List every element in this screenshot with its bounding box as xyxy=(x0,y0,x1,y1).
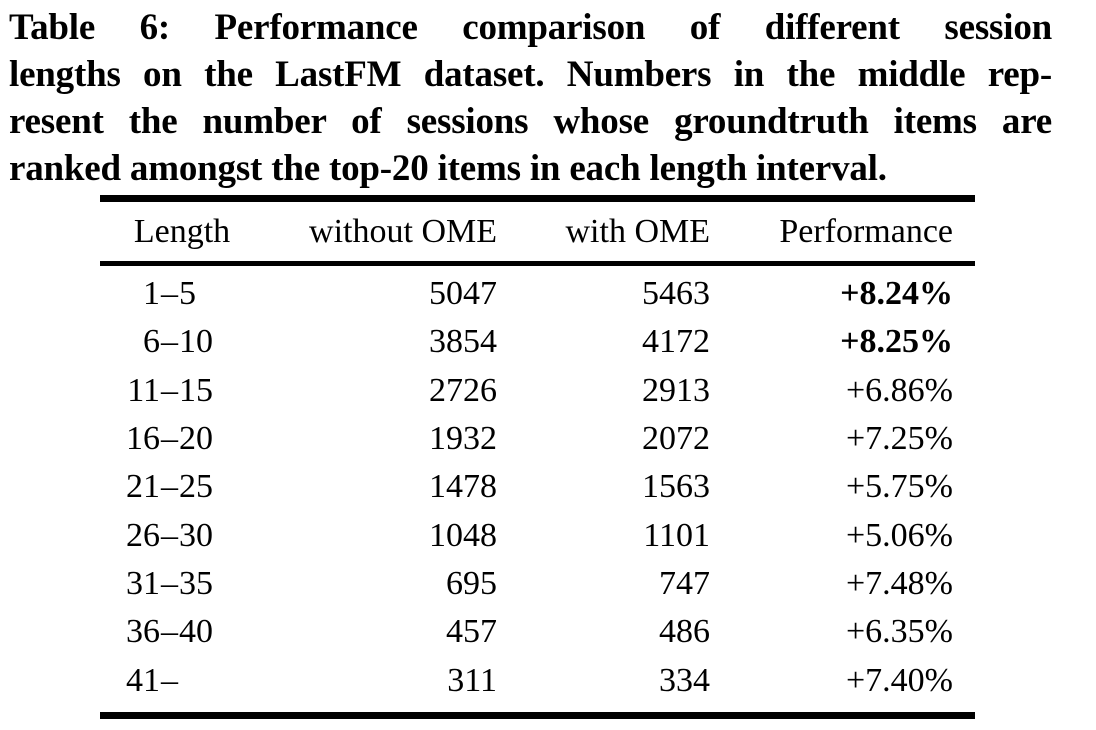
caption-line: Table 6: Performance comparison of diffe… xyxy=(9,7,1052,48)
cell-length: 31–35 xyxy=(100,565,290,603)
table-header-row: Length without OME with OME Performance xyxy=(100,202,975,261)
cell-length: 6–10 xyxy=(100,323,290,361)
cell-with-ome: 1101 xyxy=(643,516,710,554)
column-header-length: Length xyxy=(133,212,231,250)
cell-without-ome: 695 xyxy=(446,564,497,602)
cell-length: 41– xyxy=(100,662,290,700)
length-to: 25 xyxy=(179,468,213,506)
length-dash: – xyxy=(161,468,178,506)
cell-length: 21–25 xyxy=(100,468,290,506)
cell-performance: +8.24% xyxy=(840,275,953,313)
cell-without-ome: 1048 xyxy=(429,516,497,554)
table-row: 6–10 3854 4172 +8.25% xyxy=(100,318,975,366)
table-bottom-rule xyxy=(100,711,975,719)
caption-line: ranked amongst the top-20 items in each … xyxy=(9,148,887,189)
cell-performance: +7.25% xyxy=(846,420,953,458)
length-from: 11 xyxy=(127,371,160,409)
cell-with-ome: 4172 xyxy=(642,323,710,361)
length-from: 36 xyxy=(126,613,160,651)
caption-line: lengths on the LastFM dataset. Numbers i… xyxy=(9,54,1052,95)
cell-performance: +7.48% xyxy=(846,564,953,602)
column-header-with-ome: with OME xyxy=(565,212,711,250)
table-row: 31–35 695 747 +7.48% xyxy=(100,560,975,608)
table-caption: Table 6: Performance comparison of diffe… xyxy=(0,0,1096,192)
cell-without-ome: 3854 xyxy=(429,323,497,361)
cell-without-ome: 1932 xyxy=(429,420,497,458)
table-row: 11–15 2726 2913 +6.86% xyxy=(100,367,975,415)
length-dash: – xyxy=(161,420,178,458)
length-to: 35 xyxy=(179,564,213,602)
cell-without-ome: 1478 xyxy=(429,468,497,506)
length-to: 5 xyxy=(179,275,196,313)
table-row: 41– 311 334 +7.40% xyxy=(100,656,975,704)
length-to: 20 xyxy=(179,420,213,458)
cell-with-ome: 334 xyxy=(659,661,710,699)
length-from: 26 xyxy=(126,516,160,554)
length-from: 6 xyxy=(143,323,160,361)
length-from: 16 xyxy=(126,420,160,458)
cell-without-ome: 457 xyxy=(446,613,497,651)
cell-with-ome: 2913 xyxy=(642,371,710,409)
length-from: 31 xyxy=(126,564,160,602)
cell-length: 16–20 xyxy=(100,420,290,458)
column-header-without-ome: without OME xyxy=(309,212,497,250)
column-header-performance: Performance xyxy=(779,212,953,250)
cell-length: 36–40 xyxy=(100,613,290,651)
table-row: 26–30 1048 1101 +5.06% xyxy=(100,511,975,559)
table-row: 21–25 1478 1563 +5.75% xyxy=(100,463,975,511)
table-row: 36–40 457 486 +6.35% xyxy=(100,608,975,656)
cell-performance: +6.35% xyxy=(846,613,953,651)
length-from: 1 xyxy=(143,275,160,313)
cell-with-ome: 2072 xyxy=(642,420,710,458)
length-to: 10 xyxy=(179,323,213,361)
length-to: 15 xyxy=(179,371,213,409)
cell-without-ome: 5047 xyxy=(429,275,497,313)
cell-with-ome: 5463 xyxy=(642,275,710,313)
cell-performance: +5.75% xyxy=(846,468,953,506)
length-dash: – xyxy=(161,275,178,313)
cell-performance: +5.06% xyxy=(846,516,953,554)
length-dash: – xyxy=(161,564,178,602)
cell-without-ome: 311 xyxy=(447,661,497,699)
table-row: 1–5 5047 5463 +8.24% xyxy=(100,270,975,318)
cell-length: 26–30 xyxy=(100,517,290,555)
table-mid-rule xyxy=(100,261,975,266)
length-dash: – xyxy=(161,661,178,699)
cell-with-ome: 1563 xyxy=(642,468,710,506)
length-dash: – xyxy=(161,323,178,361)
caption-line: resent the number of sessions whose grou… xyxy=(9,101,1052,142)
length-from: 21 xyxy=(126,468,160,506)
table-body: 1–5 5047 5463 +8.24% 6–10 3854 4172 +8.2… xyxy=(100,266,975,712)
length-dash: – xyxy=(161,516,178,554)
cell-performance: +8.25% xyxy=(840,323,953,361)
table-top-rule xyxy=(100,195,975,202)
length-dash: – xyxy=(161,371,178,409)
length-to: 30 xyxy=(179,516,213,554)
length-dash: – xyxy=(161,613,178,651)
length-to: 40 xyxy=(179,613,213,651)
table-row: 16–20 1932 2072 +7.25% xyxy=(100,415,975,463)
results-table: Length without OME with OME Performance … xyxy=(100,195,975,719)
cell-without-ome: 2726 xyxy=(429,371,497,409)
cell-with-ome: 747 xyxy=(659,564,710,602)
cell-with-ome: 486 xyxy=(659,613,710,651)
cell-length: 1–5 xyxy=(100,275,290,313)
length-from: 41 xyxy=(126,661,160,699)
cell-performance: +6.86% xyxy=(846,371,953,409)
cell-performance: +7.40% xyxy=(846,661,953,699)
cell-length: 11–15 xyxy=(100,372,290,410)
